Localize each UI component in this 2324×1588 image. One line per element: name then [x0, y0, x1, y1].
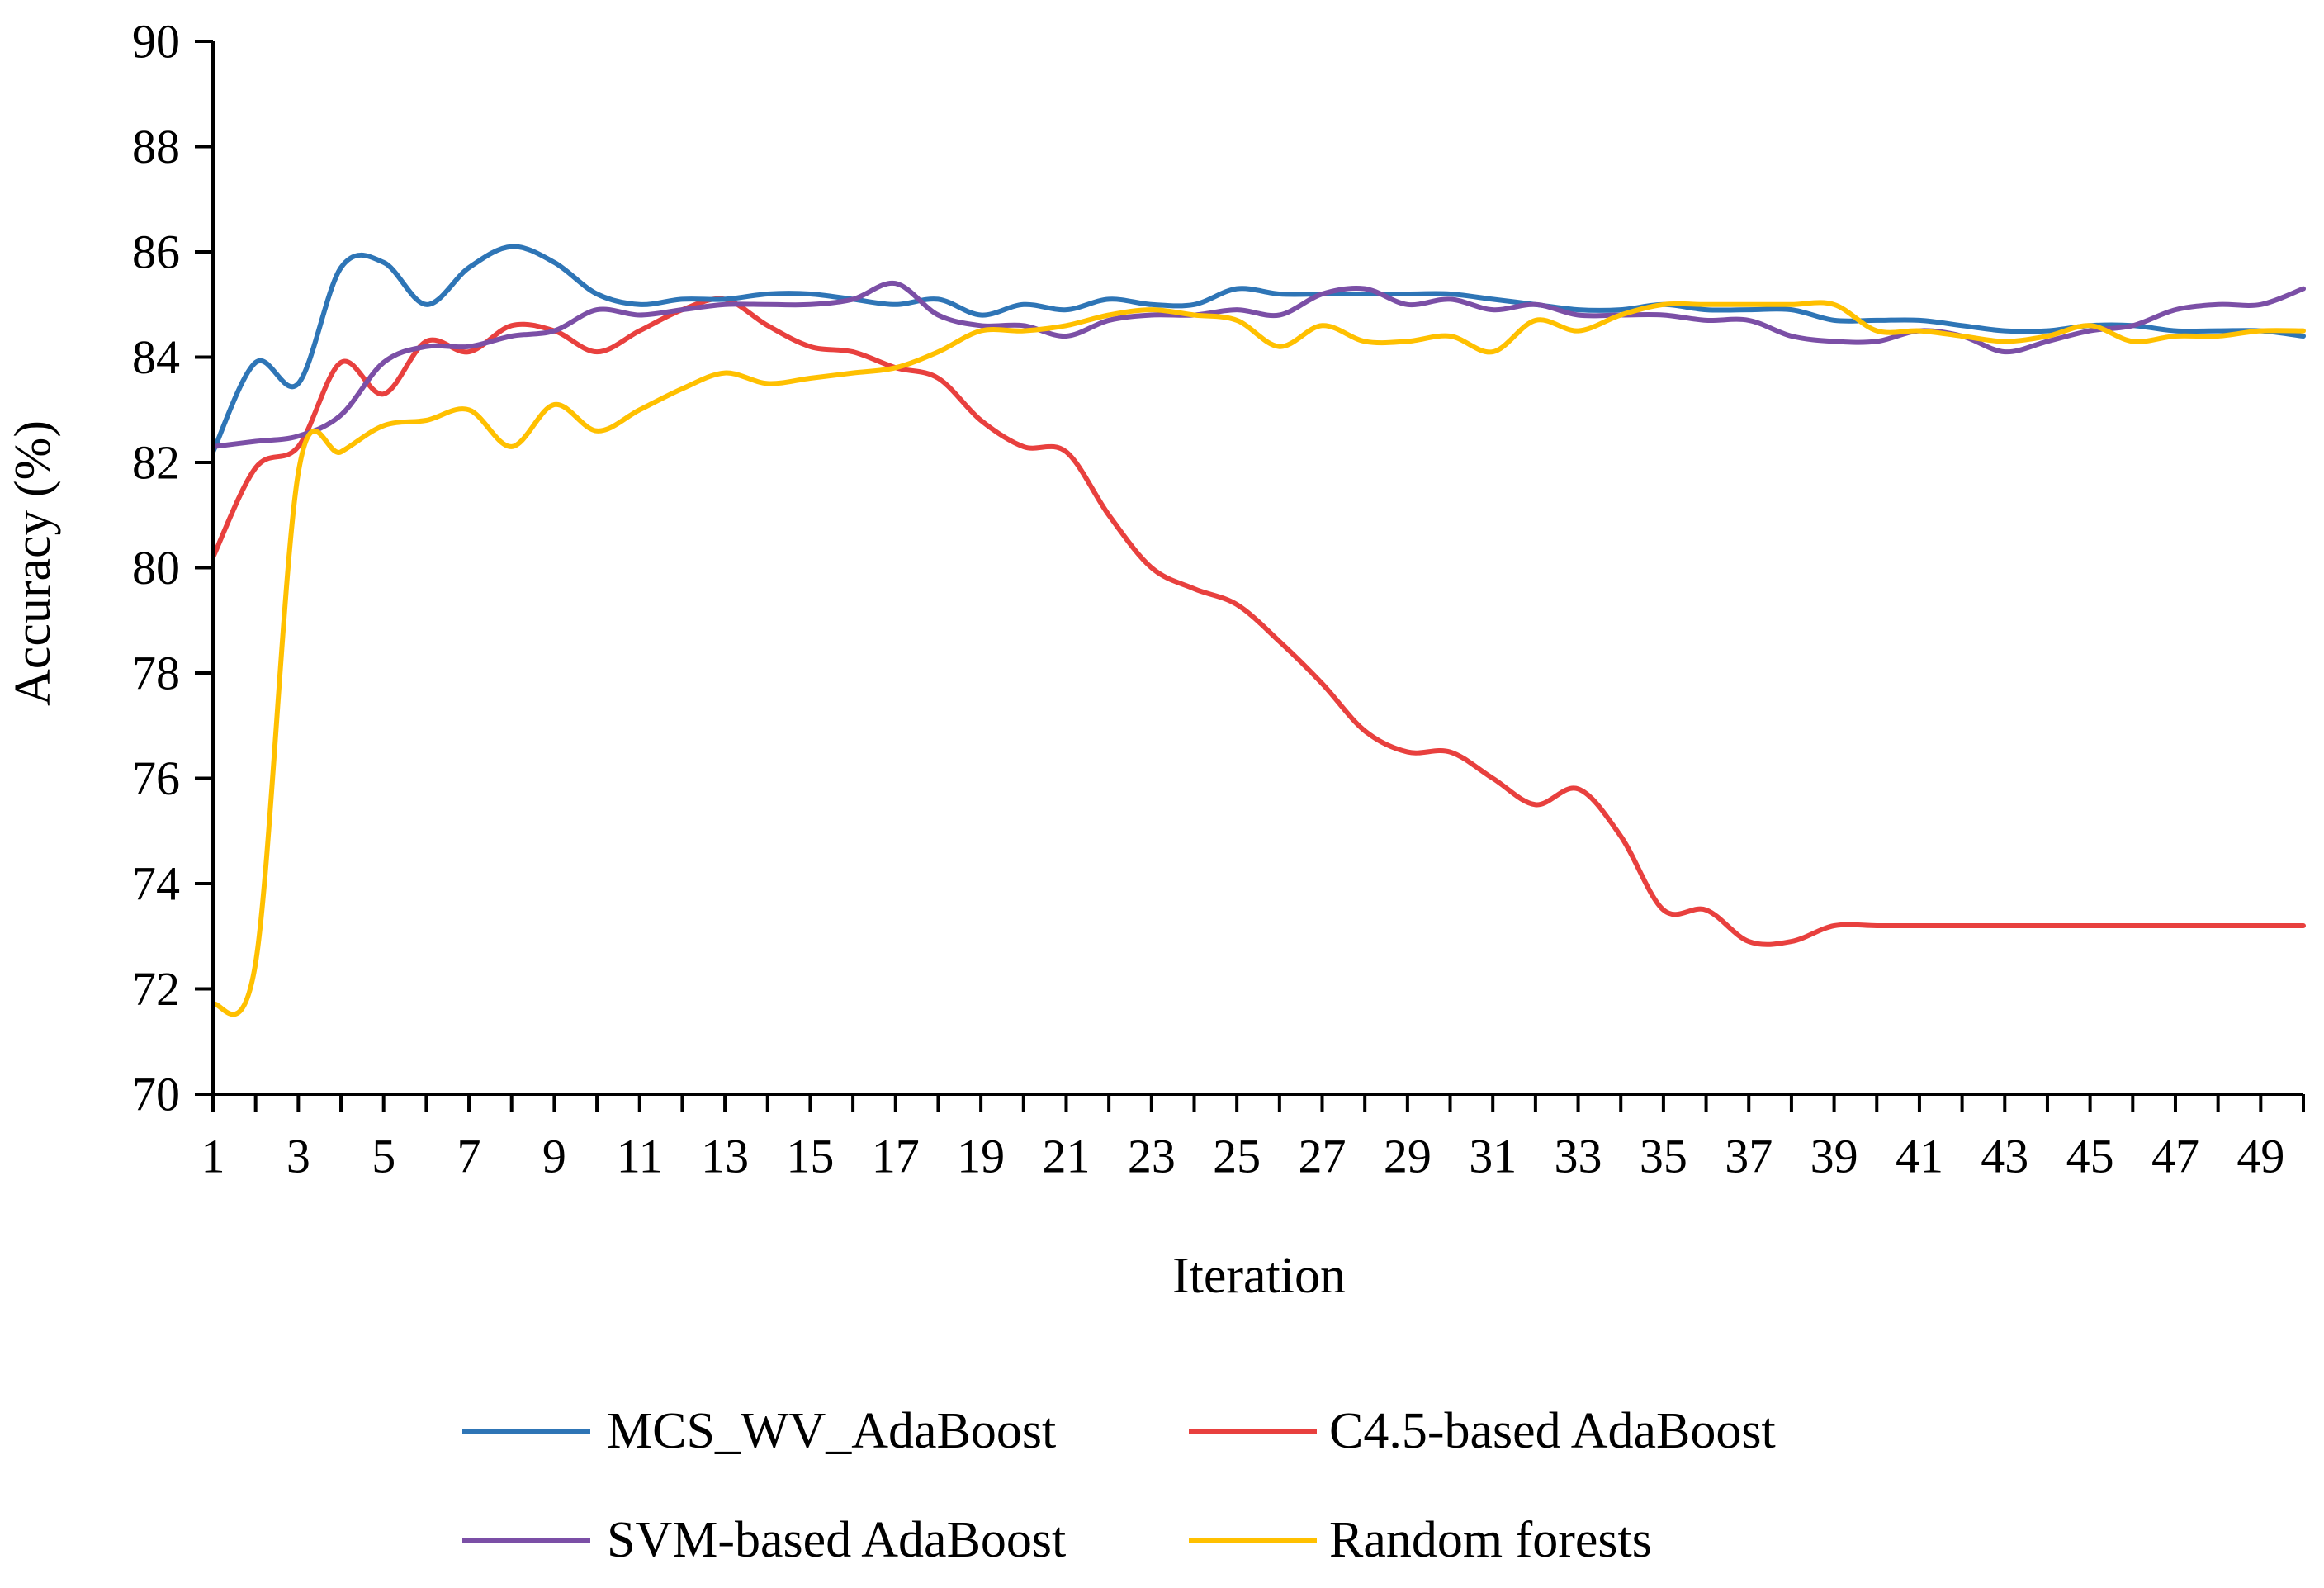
y-tick-label: 82 — [132, 436, 180, 490]
y-tick-labels: 70 72 74 76 78 80 82 84 86 88 90 — [132, 15, 180, 1121]
series-line-3 — [211, 300, 2306, 1017]
x-tick-label: 37 — [1725, 1130, 1773, 1183]
axes — [195, 40, 2305, 1112]
legend: MCS_WV_AdaBoost C4.5-based AdaBoost SVM-ba… — [462, 1403, 1776, 1568]
x-tick-label: 25 — [1213, 1130, 1261, 1183]
legend-label: MCS_WV_AdaBoost — [607, 1403, 1056, 1459]
series-line-0 — [211, 244, 2306, 455]
x-tick-label: 13 — [701, 1130, 749, 1183]
y-tick-label: 70 — [132, 1068, 180, 1121]
y-tick-label: 78 — [132, 647, 180, 700]
y-tick-label: 74 — [132, 857, 180, 911]
y-tick-label: 86 — [132, 225, 180, 279]
x-tick-label: 5 — [372, 1130, 395, 1183]
x-tick-label: 29 — [1384, 1130, 1432, 1183]
x-tick-label: 11 — [617, 1130, 663, 1183]
x-tick-label: 31 — [1469, 1130, 1517, 1183]
x-tick-label: 41 — [1896, 1130, 1943, 1183]
x-tick-label: 47 — [2151, 1130, 2199, 1183]
series-line-1 — [211, 296, 2306, 947]
y-tick-label: 84 — [132, 330, 180, 384]
x-tick-label: 15 — [786, 1130, 834, 1183]
legend-label: Random forests — [1329, 1512, 1652, 1568]
x-tick-label: 23 — [1128, 1130, 1176, 1183]
x-axis-title: Iteration — [1172, 1248, 1346, 1304]
y-tick-label: 90 — [132, 15, 180, 69]
series-line-2 — [211, 280, 2306, 449]
x-tick-label: 33 — [1555, 1130, 1602, 1183]
legend-label: C4.5-based AdaBoost — [1329, 1403, 1776, 1459]
x-tick-label: 1 — [201, 1130, 225, 1183]
y-tick-label: 88 — [132, 120, 180, 173]
x-tick-label: 19 — [957, 1130, 1005, 1183]
x-tick-label: 9 — [542, 1130, 566, 1183]
y-axis-title: Accuracy (%) — [5, 420, 61, 706]
plot-lines — [211, 244, 2306, 1017]
y-tick-label: 76 — [132, 751, 180, 805]
x-tick-label: 43 — [1981, 1130, 2028, 1183]
x-tick-label: 17 — [872, 1130, 920, 1183]
y-tick-label: 80 — [132, 541, 180, 595]
x-tick-label: 21 — [1042, 1130, 1090, 1183]
x-tick-label: 3 — [286, 1130, 310, 1183]
y-tick-label: 72 — [132, 962, 180, 1016]
x-tick-label: 49 — [2236, 1130, 2284, 1183]
x-tick-label: 39 — [1810, 1130, 1858, 1183]
x-tick-label: 27 — [1299, 1130, 1347, 1183]
x-tick-label: 45 — [2066, 1130, 2114, 1183]
x-tick-labels: 1 3 5 7 9 11 13 15 17 19 21 23 25 27 29 31 33 35 37 39 41 43 4… — [201, 1130, 2285, 1183]
x-tick-label: 7 — [457, 1130, 481, 1183]
legend-label: SVM-based AdaBoost — [607, 1512, 1066, 1568]
x-tick-label: 35 — [1640, 1130, 1687, 1183]
